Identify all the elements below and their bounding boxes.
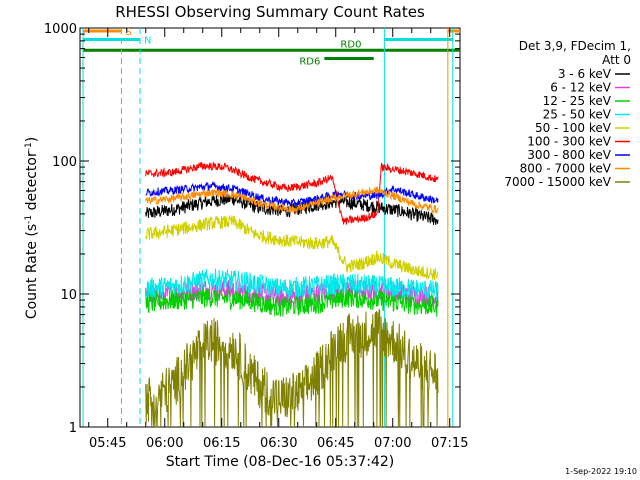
y-tick-label: 100 (52, 155, 77, 170)
legend-label: 3 - 6 keV (558, 67, 612, 81)
flag-label: N (144, 35, 151, 46)
x-tick-label: 07:15 (431, 436, 468, 451)
timestamp: 1-Sep-2022 19:10 (565, 467, 637, 476)
legend-label: 25 - 50 keV (543, 108, 612, 122)
y-tick-label: 10 (60, 288, 77, 303)
legend-label: 50 - 100 keV (535, 121, 612, 135)
y-axis-label-sup2: -1 (24, 142, 34, 151)
legend-label: 7000 - 15000 keV (504, 175, 611, 189)
flag-label: RD0 (340, 39, 361, 50)
y-axis-label-sup1: -1 (24, 215, 34, 224)
x-axis-label: Start Time (08-Dec-16 05:37:42) (166, 454, 394, 470)
y-axis-label-end: ) (24, 137, 40, 142)
x-tick-label: 06:45 (317, 436, 354, 451)
x-tick-label: 06:00 (146, 436, 183, 451)
legend-label: 100 - 300 keV (527, 135, 611, 149)
flag-label: S (125, 27, 131, 38)
plot-frame (79, 27, 461, 428)
legend-label: 12 - 25 keV (543, 94, 612, 108)
observing-flags: S N RD0 RD6 (83, 27, 460, 67)
y-tick-label: 1000 (44, 22, 77, 37)
x-tick-label: 06:30 (260, 436, 297, 451)
series-line (145, 286, 439, 317)
y-axis-label-mid: detector (24, 151, 40, 215)
series-line (145, 268, 439, 301)
legend-label: 6 - 12 keV (550, 81, 612, 95)
x-axis: 05:45 06:00 06:15 06:30 06:45 07:00 07:15 (88, 28, 468, 451)
series-line (145, 186, 439, 214)
legend-label: 300 - 800 keV (527, 148, 611, 162)
event-markers (82, 28, 454, 427)
legend-label: 800 - 7000 keV (520, 162, 612, 176)
series-line (145, 308, 439, 428)
legend-header-2: Att 0 (602, 53, 631, 67)
y-tick-label: 1 (69, 421, 77, 436)
legend-header-1: Det 3,9, FDecim 1, (519, 39, 631, 53)
series-line (145, 192, 439, 226)
y-axis-label-main: Count Rate (s (24, 224, 40, 319)
x-tick-label: 07:00 (374, 436, 411, 451)
series-line (145, 161, 439, 225)
y-axis: 1 10 100 1000 (44, 22, 460, 436)
x-tick-label: 06:15 (203, 436, 240, 451)
series-line (145, 215, 439, 281)
flag-label: RD6 (299, 56, 320, 67)
x-tick-label: 05:45 (89, 436, 126, 451)
series-lines (145, 161, 439, 428)
chart-title: RHESSI Observing Summary Count Rates (115, 3, 425, 21)
y-axis-label: Count Rate (s-1 detector-1) (24, 137, 40, 319)
